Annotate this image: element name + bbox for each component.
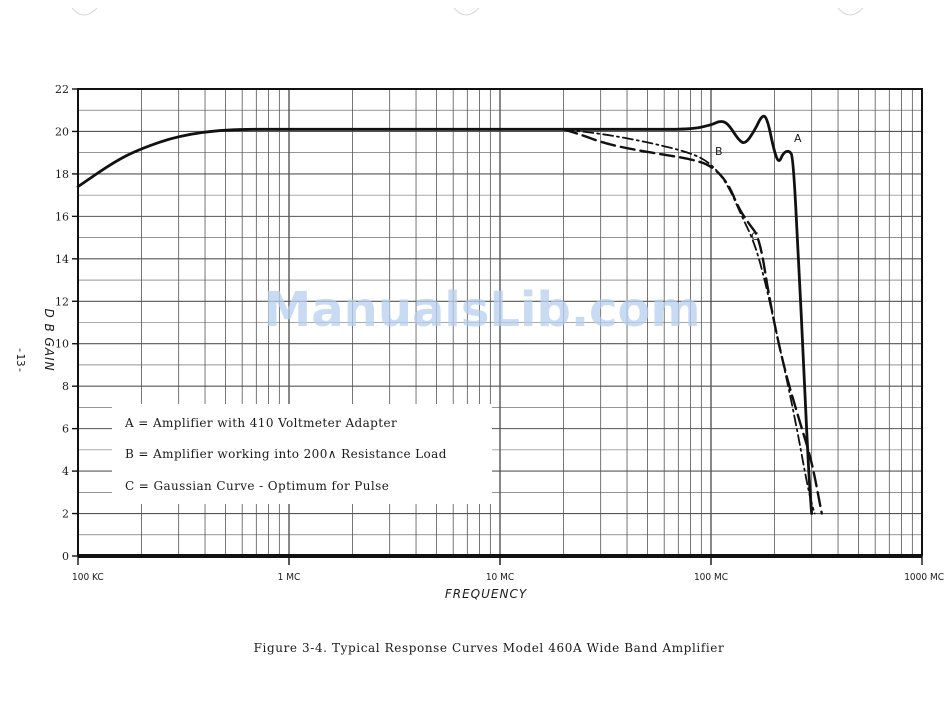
curve-a — [76, 114, 814, 515]
figure-caption: Figure 3-4. Typical Response Curves Mode… — [254, 641, 725, 655]
y-tick-label: 8 — [62, 380, 69, 393]
legend-box — [112, 404, 492, 504]
punch-hole-mark — [453, 7, 480, 16]
chart-curves — [76, 114, 823, 515]
y-tick-label: 16 — [55, 210, 69, 223]
y-tick-label: 22 — [55, 83, 69, 96]
y-tick-label: 0 — [62, 550, 69, 563]
legend-entry-b: B = Amplifier working into 200∧ Resistan… — [125, 447, 447, 461]
y-tick-label: 20 — [55, 125, 69, 138]
legend-entry-c: C = Gaussian Curve - Optimum for Pulse — [125, 479, 389, 493]
x-axis-title: FREQUENCY — [445, 587, 528, 601]
y-axis-title: D B GAIN — [42, 308, 56, 371]
curve-b — [562, 128, 823, 515]
curve-label-a: A — [794, 132, 802, 145]
chart-grid — [77, 88, 922, 557]
page-number: -13- — [14, 347, 27, 374]
punch-hole-mark — [71, 7, 98, 16]
y-tick-label: 6 — [62, 423, 69, 436]
y-tick-label: 4 — [62, 465, 69, 478]
x-tick-label: 1 MC — [278, 572, 301, 583]
y-tick-label: 18 — [55, 168, 69, 181]
y-axis-ticks: 0 2 4 6 8 10 12 14 16 18 20 22 — [55, 83, 78, 563]
curve-label-b: B — [715, 145, 723, 158]
watermark: ManualsLib.com — [264, 282, 701, 338]
y-tick-label: 14 — [55, 253, 69, 266]
y-tick-label: 10 — [55, 338, 69, 351]
y-tick-label: 12 — [55, 295, 69, 308]
legend-entry-a: A = Amplifier with 410 Voltmeter Adapter — [124, 416, 397, 430]
x-tick-label: 100 KC — [72, 572, 104, 583]
punch-hole-mark — [837, 7, 864, 16]
x-tick-label: 10 MC — [486, 572, 514, 583]
curve-label-c: C — [751, 230, 759, 243]
x-axis-ticks: 100 KC 1 MC 10 MC 100 MC 1000 MC — [72, 556, 944, 583]
x-tick-label: 100 MC — [694, 572, 728, 583]
x-tick-label: 1000 MC — [904, 572, 944, 583]
curve-c — [562, 128, 816, 515]
y-tick-label: 2 — [62, 508, 69, 521]
